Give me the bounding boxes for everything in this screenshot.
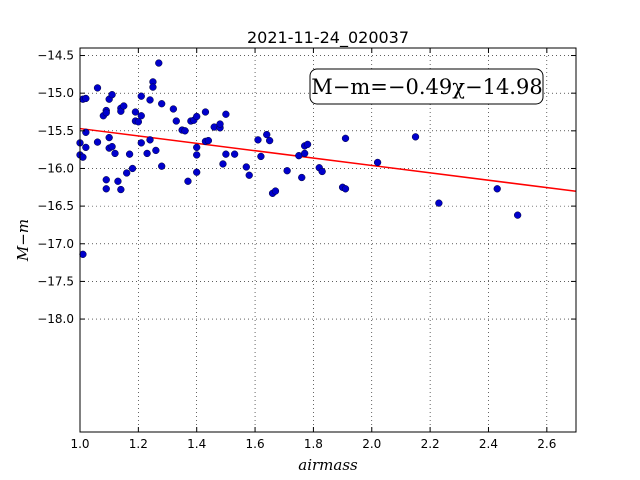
data-point xyxy=(513,211,522,219)
data-point xyxy=(149,83,157,91)
data-point xyxy=(93,138,102,146)
data-point xyxy=(137,139,145,147)
data-point xyxy=(137,92,145,100)
data-point xyxy=(257,152,265,161)
data-point xyxy=(193,168,201,176)
data-point xyxy=(242,163,250,171)
data-point xyxy=(82,94,90,103)
y-tick-label: −15.5 xyxy=(37,124,74,138)
data-point xyxy=(254,136,262,144)
data-point xyxy=(435,199,443,207)
data-point xyxy=(318,167,326,176)
y-tick-label: −18.0 xyxy=(37,312,74,326)
x-axis-label: airmass xyxy=(298,456,358,474)
data-point xyxy=(108,91,116,99)
x-tick-label: 1.6 xyxy=(246,437,265,451)
data-point xyxy=(152,146,160,155)
data-point xyxy=(193,151,201,159)
data-point xyxy=(411,133,420,141)
y-tick-label: −16.5 xyxy=(37,199,74,213)
data-point xyxy=(193,112,201,121)
data-point xyxy=(102,185,110,193)
data-point xyxy=(125,150,134,158)
x-tick-label: 2.6 xyxy=(537,437,556,451)
data-point xyxy=(114,177,122,185)
data-point xyxy=(158,100,166,108)
data-point xyxy=(298,173,306,182)
data-point xyxy=(158,162,166,170)
y-tick-label: −16.0 xyxy=(37,161,74,175)
data-point xyxy=(230,150,239,158)
gridlines xyxy=(79,48,576,432)
data-point xyxy=(82,128,90,136)
data-point xyxy=(181,127,189,135)
y-tick-label: −17.5 xyxy=(37,274,74,288)
data-point xyxy=(193,143,201,152)
data-point xyxy=(137,112,145,120)
y-tick-label: −15.0 xyxy=(37,86,74,100)
data-point xyxy=(341,134,350,143)
x-tick-label: 1.2 xyxy=(129,437,148,451)
data-point xyxy=(134,118,143,126)
y-axis-label: M−m xyxy=(14,219,32,262)
data-point xyxy=(82,143,90,152)
data-point xyxy=(493,185,501,193)
data-point xyxy=(222,150,230,158)
plot-area xyxy=(80,48,576,432)
data-point xyxy=(303,140,312,149)
data-point xyxy=(245,171,253,179)
data-point xyxy=(201,108,210,116)
x-tick-label: 1.4 xyxy=(187,437,206,451)
data-point xyxy=(117,185,125,194)
x-axis-ticks: 1.0 1.2 1.4 1.6 1.8 2.0 2.2 2.4 2.6 xyxy=(70,48,556,451)
data-point xyxy=(111,149,119,158)
data-point xyxy=(120,102,128,110)
data-point xyxy=(131,108,140,116)
data-point xyxy=(108,142,116,151)
chart-title: 2021-11-24_020037 xyxy=(247,28,409,48)
data-point xyxy=(341,185,350,193)
data-point xyxy=(169,105,178,113)
data-point xyxy=(123,169,131,177)
data-point xyxy=(143,149,151,158)
data-point xyxy=(184,177,192,185)
data-point xyxy=(222,110,230,118)
x-tick-label: 2.0 xyxy=(362,437,381,451)
data-point xyxy=(128,164,137,173)
data-point xyxy=(79,153,87,161)
plot-frame xyxy=(79,47,577,433)
x-tick-label: 2.4 xyxy=(479,437,498,451)
y-tick-label: −14.5 xyxy=(37,49,74,63)
data-point xyxy=(102,109,110,117)
data-point xyxy=(216,120,224,128)
x-tick-label: 1.0 xyxy=(70,437,89,451)
data-points xyxy=(76,59,522,258)
data-point xyxy=(219,160,227,168)
data-point xyxy=(155,59,163,67)
data-point xyxy=(172,117,180,125)
data-point xyxy=(79,250,87,258)
fit-line xyxy=(79,127,577,193)
fit-equation: M−m=−0.49χ−14.98 xyxy=(311,75,542,99)
data-point xyxy=(102,176,110,184)
data-point xyxy=(301,149,309,158)
x-tick-label: 2.2 xyxy=(421,437,440,451)
data-point xyxy=(265,136,274,145)
data-point xyxy=(146,136,154,144)
y-tick-label: −17.0 xyxy=(37,237,74,251)
data-point xyxy=(204,136,213,145)
x-tick-label: 1.8 xyxy=(304,437,323,451)
data-point xyxy=(271,187,280,195)
y-axis-ticks: −14.5 −15.0 −15.5 −16.0 −16.5 −17.0 −17.5 −18.0 xyxy=(37,49,576,326)
data-point xyxy=(105,133,113,142)
data-point xyxy=(373,158,382,167)
data-point xyxy=(146,96,154,104)
annotation-frame xyxy=(309,68,544,105)
data-point xyxy=(263,130,271,139)
data-point xyxy=(283,167,291,175)
annotation-box: M−m=−0.49χ−14.98 xyxy=(309,68,544,105)
fit-line-group xyxy=(79,127,577,193)
data-point xyxy=(93,84,102,92)
